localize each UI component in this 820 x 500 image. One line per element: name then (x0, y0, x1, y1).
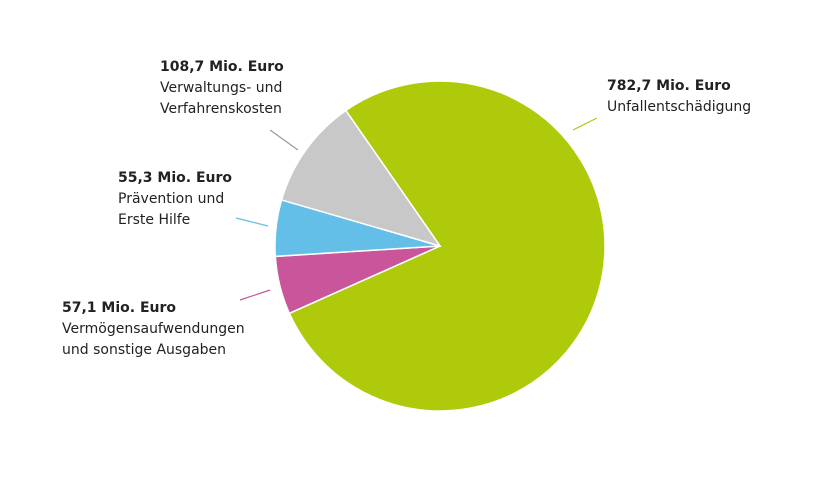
category-label: Prävention und (118, 191, 224, 207)
pie-slice (280, 109, 442, 248)
category-label: Unfallentschädigung (607, 99, 751, 115)
category-label: Erste Hilfe (118, 212, 190, 228)
category-label: und sonstige Ausgaben (62, 342, 226, 358)
leader-line (235, 217, 269, 227)
value-label: 108,7 Mio. Euro (160, 59, 284, 75)
category-label: Vermögensaufwendungen (62, 321, 245, 337)
leader-line (269, 129, 299, 151)
leader-line (572, 117, 598, 131)
category-label: Verwaltungs- und (160, 80, 282, 96)
value-label: 782,7 Mio. Euro (607, 78, 731, 94)
category-label: Verfahrenskosten (160, 101, 282, 117)
pie-slice (288, 80, 606, 412)
value-label: 57,1 Mio. Euro (62, 300, 176, 316)
value-label: 55,3 Mio. Euro (118, 170, 232, 186)
leader-line (239, 289, 271, 301)
